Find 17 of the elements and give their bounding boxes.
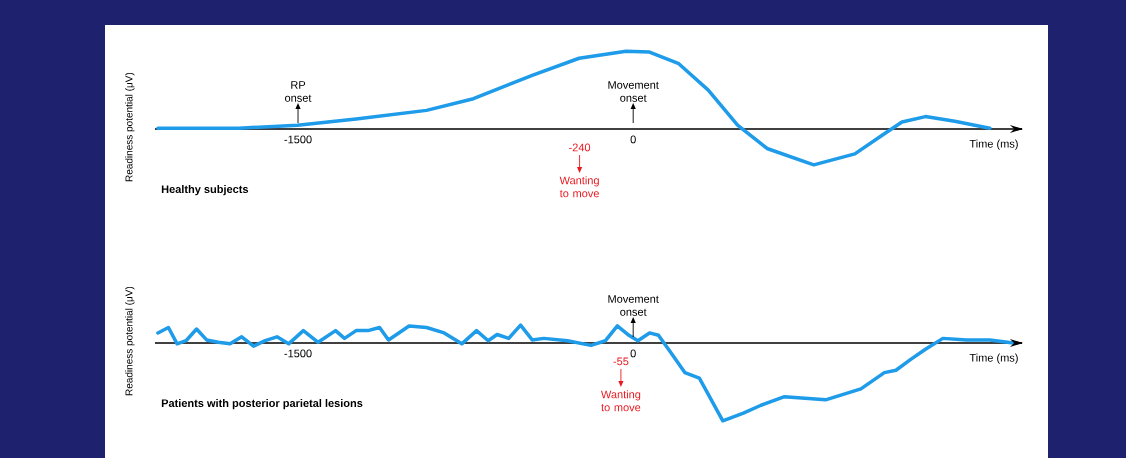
- y-axis-title: Readiness potential (μV): [125, 286, 135, 396]
- x-tick-label: -1500: [284, 135, 312, 144]
- x-tick-label: 0: [630, 135, 636, 144]
- annotation: Wanting to move: [600, 390, 641, 412]
- x-tick-label: 0: [630, 349, 636, 358]
- text: Wanting to move: [559, 176, 599, 198]
- annotation: RP onset: [285, 81, 312, 102]
- ref-line-label: -240: [569, 143, 591, 152]
- text: Patients with posterior parietal lesions: [161, 398, 363, 410]
- x-axis-title: Time (ms): [969, 139, 1018, 150]
- x-axis-title: Time (ms): [969, 353, 1018, 364]
- text: Healthy subjects: [161, 184, 249, 196]
- y-axis-title: Readiness potential (μV): [125, 72, 135, 182]
- ref-line-label: -55: [613, 357, 629, 366]
- x-tick-label: -1500: [284, 349, 312, 358]
- text: Movement onset: [608, 295, 659, 316]
- annotation: Movement onset: [608, 81, 659, 102]
